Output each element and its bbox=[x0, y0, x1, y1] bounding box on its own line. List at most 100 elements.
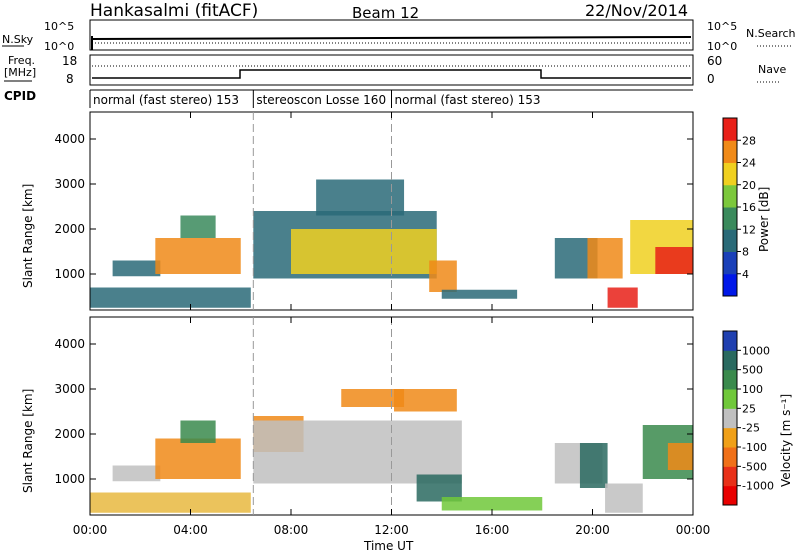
echo-region bbox=[441, 289, 518, 299]
echo-region bbox=[341, 389, 405, 407]
velocity-panel: 4000 3000 2000 1000 Slant Range [km] 1000 50… bbox=[21, 316, 793, 516]
echo-region bbox=[441, 497, 543, 511]
colorbar-swatch bbox=[723, 427, 737, 448]
echo-region bbox=[607, 287, 638, 308]
colorbar-tick-label: 4 bbox=[742, 268, 749, 281]
nave-label: Nave bbox=[758, 63, 786, 76]
colorbar-tick-label: 100 bbox=[742, 383, 763, 396]
echo-region bbox=[155, 438, 241, 479]
x-tick-label: 04:00 bbox=[173, 523, 208, 537]
echo-region bbox=[605, 483, 643, 513]
echo-region bbox=[291, 229, 437, 274]
colorbar-tick-label: 1000 bbox=[742, 344, 770, 357]
colorbar-tick-label: -25 bbox=[742, 422, 760, 435]
time-axis-ticks: 00:00 04:00 08:00 12:00 16:00 20:00 00:00 bbox=[73, 112, 711, 537]
search-label: N.Search bbox=[746, 27, 796, 40]
cpid-label: CPID bbox=[4, 89, 36, 103]
cpid-segment-label: normal (fast stereo) 153 bbox=[395, 93, 541, 107]
colorbar-swatch bbox=[723, 251, 737, 275]
colorbar-frame bbox=[722, 330, 738, 506]
x-tick-label: 08:00 bbox=[274, 523, 309, 537]
echo-region bbox=[579, 443, 608, 488]
search-tick-top: 10^5 bbox=[707, 20, 737, 33]
velocity-colorbar: 1000 500 100 25 -25 -100 -500 -1000 bbox=[722, 330, 774, 506]
colorbar-tick-label: 12 bbox=[742, 223, 756, 236]
echo-region bbox=[655, 247, 693, 274]
echo-region bbox=[90, 492, 251, 513]
colorbar-tick-label: 16 bbox=[742, 201, 756, 214]
time-axis-label: Time UT bbox=[363, 539, 414, 553]
colorbar-swatch bbox=[723, 184, 737, 208]
colorbar-swatch bbox=[723, 273, 737, 297]
x-tick-label: 00:00 bbox=[73, 523, 108, 537]
y-tick-label: 3000 bbox=[54, 177, 85, 191]
colorbar-tick-label: -100 bbox=[742, 441, 767, 454]
echo-region bbox=[180, 215, 216, 238]
colorbar-tick-label: 500 bbox=[742, 364, 763, 377]
power-echo-regions bbox=[90, 179, 693, 308]
y-tick-label: 2000 bbox=[54, 427, 85, 441]
cpid-segment-label: stereoscon Losse 160 bbox=[256, 93, 386, 107]
colorbar-swatch bbox=[723, 485, 737, 506]
velocity-echo-regions bbox=[90, 389, 693, 513]
echo-region bbox=[253, 420, 462, 484]
beam-title: Beam 12 bbox=[352, 4, 419, 22]
echo-region bbox=[155, 238, 241, 274]
power-y-ticks: 4000 3000 2000 1000 bbox=[54, 132, 693, 281]
sky-noise-trace bbox=[91, 36, 692, 40]
echo-region bbox=[667, 443, 693, 470]
echo-region bbox=[394, 389, 457, 412]
echo-region bbox=[316, 179, 405, 216]
nave-tick-bottom: 0 bbox=[707, 72, 715, 86]
sky-noise-panel bbox=[89, 19, 694, 51]
mode-change-lines bbox=[252, 112, 392, 515]
freq-label-1: Freq. bbox=[8, 54, 35, 67]
colorbar-tick-label: 8 bbox=[742, 246, 749, 259]
y-tick-label: 1000 bbox=[54, 267, 85, 281]
colorbar-swatch bbox=[723, 350, 737, 371]
x-tick-label: 12:00 bbox=[374, 523, 409, 537]
power-colorbar: 28 24 20 16 12 8 4 bbox=[722, 117, 756, 297]
colorbar-swatch bbox=[723, 447, 737, 467]
echo-region bbox=[180, 420, 216, 443]
y-tick-label: 2000 bbox=[54, 222, 85, 236]
x-tick-label: 00:00 bbox=[676, 523, 711, 537]
frequency-trace bbox=[92, 69, 691, 79]
echo-region bbox=[90, 287, 251, 308]
y-tick-label: 4000 bbox=[54, 132, 85, 146]
cpid-segment-label: normal (fast stereo) 153 bbox=[93, 93, 239, 107]
colorbar-swatch bbox=[723, 207, 737, 230]
colorbar-tick-label: 28 bbox=[742, 134, 756, 147]
echo-region bbox=[112, 260, 161, 277]
x-tick-label: 20:00 bbox=[575, 523, 610, 537]
colorbar-swatch bbox=[723, 466, 737, 487]
colorbar-tick-label: 24 bbox=[742, 157, 756, 170]
sky-tick-bottom: 10^0 bbox=[44, 40, 74, 53]
frequency-panel bbox=[89, 54, 694, 86]
search-tick-bottom: 10^0 bbox=[707, 40, 737, 53]
y-tick-label: 1000 bbox=[54, 472, 85, 486]
colorbar-swatch bbox=[723, 369, 737, 390]
colorbar-swatch bbox=[723, 389, 737, 409]
station-title: Hankasalmi (fitACF) bbox=[90, 1, 258, 21]
echo-region bbox=[587, 238, 623, 279]
y-tick-label: 4000 bbox=[54, 337, 85, 351]
freq-tick-bottom: 8 bbox=[66, 72, 74, 86]
colorbar-tick-label: 25 bbox=[742, 402, 756, 415]
echo-region bbox=[429, 260, 457, 292]
power-colorbar-label: Power [dB] bbox=[757, 187, 771, 252]
velocity-colorbar-label: Velocity [m s⁻¹] bbox=[779, 394, 793, 487]
echo-region bbox=[112, 465, 161, 482]
y-tick-label: 3000 bbox=[54, 382, 85, 396]
sky-label: N.Sky bbox=[2, 33, 34, 46]
freq-tick-top: 18 bbox=[62, 54, 77, 68]
colorbar-swatch bbox=[723, 118, 737, 141]
colorbar-swatch bbox=[723, 408, 737, 429]
freq-label-2: [MHz] bbox=[4, 66, 36, 79]
colorbar-swatch bbox=[723, 229, 737, 252]
sky-tick-top: 10^5 bbox=[44, 20, 74, 33]
x-tick-label: 16:00 bbox=[475, 523, 510, 537]
nave-tick-top: 60 bbox=[707, 54, 722, 68]
velocity-y-ticks: 4000 3000 2000 1000 bbox=[54, 337, 693, 486]
